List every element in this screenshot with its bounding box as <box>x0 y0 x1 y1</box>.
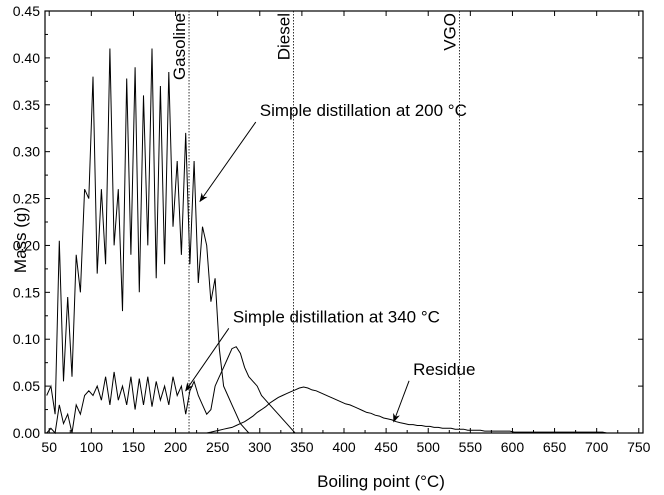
annotation-arrow <box>199 121 257 203</box>
x-tick-label: 650 <box>543 439 567 455</box>
reference-line-label: Diesel <box>274 13 293 60</box>
y-tick-label: 0.15 <box>13 284 40 300</box>
x-tick-label: 300 <box>248 439 272 455</box>
y-tick-label: 0.40 <box>13 50 40 66</box>
x-tick-label: 500 <box>417 439 441 455</box>
x-tick-label: 150 <box>122 439 146 455</box>
reference-line-label: Gasoline <box>170 13 189 80</box>
x-tick-label: 50 <box>41 439 57 455</box>
x-axis-title: Boiling point (°C) <box>317 472 445 491</box>
x-tick-label: 550 <box>459 439 483 455</box>
x-tick-label: 700 <box>585 439 609 455</box>
annotation-label: Simple distillation at 340 °C <box>233 307 440 326</box>
y-tick-label: 0.20 <box>13 237 40 253</box>
series-line-2 <box>46 346 296 435</box>
x-tick-label: 750 <box>627 439 651 455</box>
y-tick-label: 0.05 <box>13 378 40 394</box>
annotation-label: Residue <box>413 360 475 379</box>
reference-line-label: VGO <box>440 13 459 51</box>
plot-area: 50 100 150 200 250 300 350 400 450 500 550 600 650 70… <box>13 3 651 455</box>
y-tick-label: 0.25 <box>13 191 40 207</box>
annotation-label: Simple distillation at 200 °C <box>260 101 467 120</box>
annotation-arrow <box>185 328 230 392</box>
series-line-3 <box>206 386 628 434</box>
y-tick-label: 0.00 <box>13 425 40 441</box>
y-axis-title: Mass (g) <box>11 207 30 273</box>
x-tick-label: 450 <box>374 439 398 455</box>
x-tick-label: 600 <box>501 439 525 455</box>
y-tick-label: 0.30 <box>13 144 40 160</box>
y-tick-label: 0.45 <box>13 3 40 19</box>
y-tick-label: 0.10 <box>13 331 40 347</box>
x-tick-label: 250 <box>206 439 230 455</box>
x-tick-label: 200 <box>164 439 188 455</box>
x-tick-label: 100 <box>80 439 104 455</box>
x-tick-label: 350 <box>290 439 314 455</box>
x-tick-label: 400 <box>332 439 356 455</box>
annotation-arrow <box>393 380 410 423</box>
y-tick-label: 0.35 <box>13 97 40 113</box>
series-line-1 <box>46 48 250 434</box>
